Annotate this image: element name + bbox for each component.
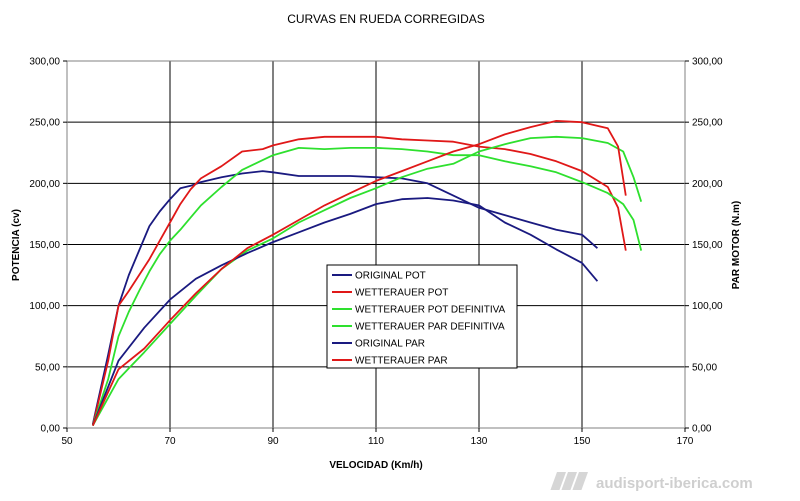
series-lines bbox=[91, 120, 643, 427]
y2-axis-label: PAR MOTOR (N.m) bbox=[731, 201, 742, 290]
y2-tick-label: 250,00 bbox=[692, 118, 723, 129]
y-tick-label: 250,00 bbox=[29, 118, 60, 129]
y-axis-ticks: 0,00 50,00 100,00 150,00 200,00 250,00 300,00 bbox=[29, 57, 67, 435]
y2-tick-label: 100,00 bbox=[692, 301, 723, 312]
y2-tick-label: 200,00 bbox=[692, 179, 723, 190]
legend-label: WETTERAUER POT bbox=[355, 288, 448, 299]
x-tick-label: 130 bbox=[471, 436, 488, 447]
watermark-logo-icon bbox=[550, 472, 588, 490]
y-tick-label: 100,00 bbox=[29, 301, 60, 312]
series-line-wetterauer-par bbox=[91, 120, 627, 426]
legend-label: ORIGINAL POT bbox=[355, 271, 426, 282]
legend: ORIGINAL POT WETTERAUER POT WETTERAUER POT… bbox=[326, 264, 518, 369]
series-line-wetterauer-pot-definitiva bbox=[91, 146, 643, 426]
legend-label: WETTERAUER POT DEFINITIVA bbox=[355, 305, 506, 316]
y-tick-label: 150,00 bbox=[29, 240, 60, 251]
x-tick-label: 170 bbox=[677, 436, 694, 447]
y2-axis-ticks: 0,00 50,00 100,00 150,00 200,00 250,00 300,00 bbox=[685, 57, 723, 435]
legend-label: WETTERAUER PAR DEFINITIVA bbox=[355, 322, 505, 333]
y2-tick-label: 150,00 bbox=[692, 240, 723, 251]
x-tick-label: 90 bbox=[267, 436, 279, 447]
y-tick-label: 0,00 bbox=[41, 424, 61, 435]
chart-title: CURVAS EN RUEDA CORREGIDAS bbox=[287, 12, 485, 26]
y2-tick-label: 0,00 bbox=[692, 424, 712, 435]
series-line-wetterauer-pot bbox=[91, 135, 627, 426]
series-line-original-pot bbox=[91, 170, 598, 425]
legend-label: WETTERAUER PAR bbox=[355, 356, 448, 367]
x-axis-label: VELOCIDAD (Km/h) bbox=[329, 460, 422, 471]
x-tick-label: 150 bbox=[574, 436, 591, 447]
y2-tick-label: 50,00 bbox=[692, 362, 717, 373]
x-tick-label: 110 bbox=[368, 436, 384, 447]
x-tick-label: 50 bbox=[61, 436, 73, 447]
watermark: audisport-iberica.com bbox=[550, 472, 753, 492]
y2-tick-label: 300,00 bbox=[692, 57, 723, 68]
y-tick-label: 300,00 bbox=[29, 57, 60, 68]
x-axis-ticks: 50 70 90 110 130 150 170 bbox=[61, 428, 694, 447]
x-tick-label: 70 bbox=[164, 436, 176, 447]
series-line-wetterauer-par-definitiva bbox=[92, 135, 643, 427]
y-tick-label: 50,00 bbox=[35, 362, 60, 373]
legend-box bbox=[326, 264, 518, 369]
y-axis-label: POTENCIA (cv) bbox=[11, 209, 22, 281]
series-line-original-par bbox=[91, 197, 599, 426]
legend-label: ORIGINAL PAR bbox=[355, 339, 425, 350]
y-tick-label: 200,00 bbox=[29, 179, 60, 190]
watermark-text: audisport-iberica.com bbox=[596, 475, 753, 492]
